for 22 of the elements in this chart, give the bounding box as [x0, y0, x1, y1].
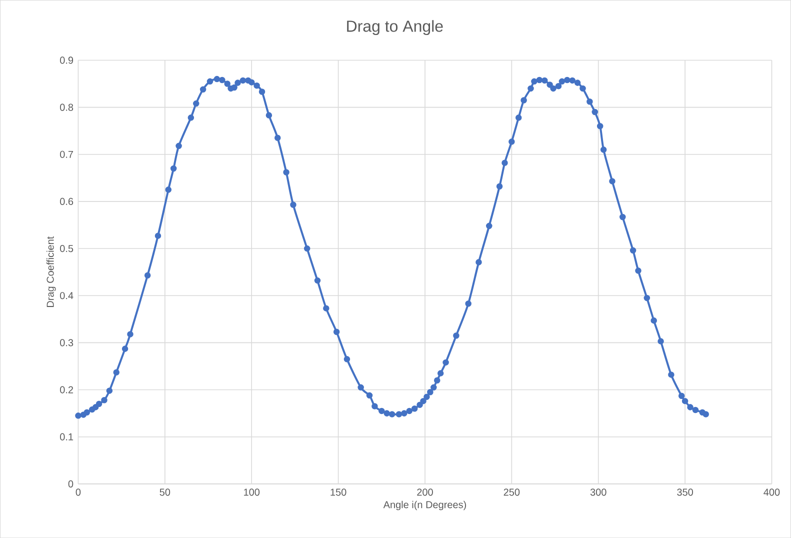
y-tick-label: 0.6: [60, 198, 74, 205]
chart-title: Drag to Angle: [347, 20, 443, 35]
x-tick-label: 200: [417, 488, 433, 496]
x-tick-label: 150: [330, 488, 346, 496]
x-tick-label: 350: [677, 488, 693, 496]
y-axis-title: Drag Coefficient: [46, 236, 56, 307]
y-tick-label: 0.1: [60, 433, 74, 440]
x-tick-label: 250: [504, 488, 520, 496]
y-tick-label: 0.3: [60, 339, 74, 346]
x-tick-label: 400: [764, 488, 780, 496]
y-tick-label: 0.5: [60, 244, 74, 252]
x-tick-label: 300: [590, 488, 606, 496]
y-tick-label: 0.9: [60, 56, 74, 64]
y-tick-label: 0.8: [60, 104, 74, 111]
y-tick-label: 0.4: [60, 292, 74, 300]
x-tick-label: 0: [76, 488, 81, 496]
x-axis-title: Angle i(n Degrees): [383, 500, 466, 510]
y-tick-label: 0: [68, 480, 74, 488]
y-tick-label: 0.7: [60, 150, 74, 158]
x-tick-label: 50: [160, 488, 170, 496]
x-tick-label: 100: [244, 488, 260, 496]
y-tick-label: 0.2: [60, 386, 74, 394]
